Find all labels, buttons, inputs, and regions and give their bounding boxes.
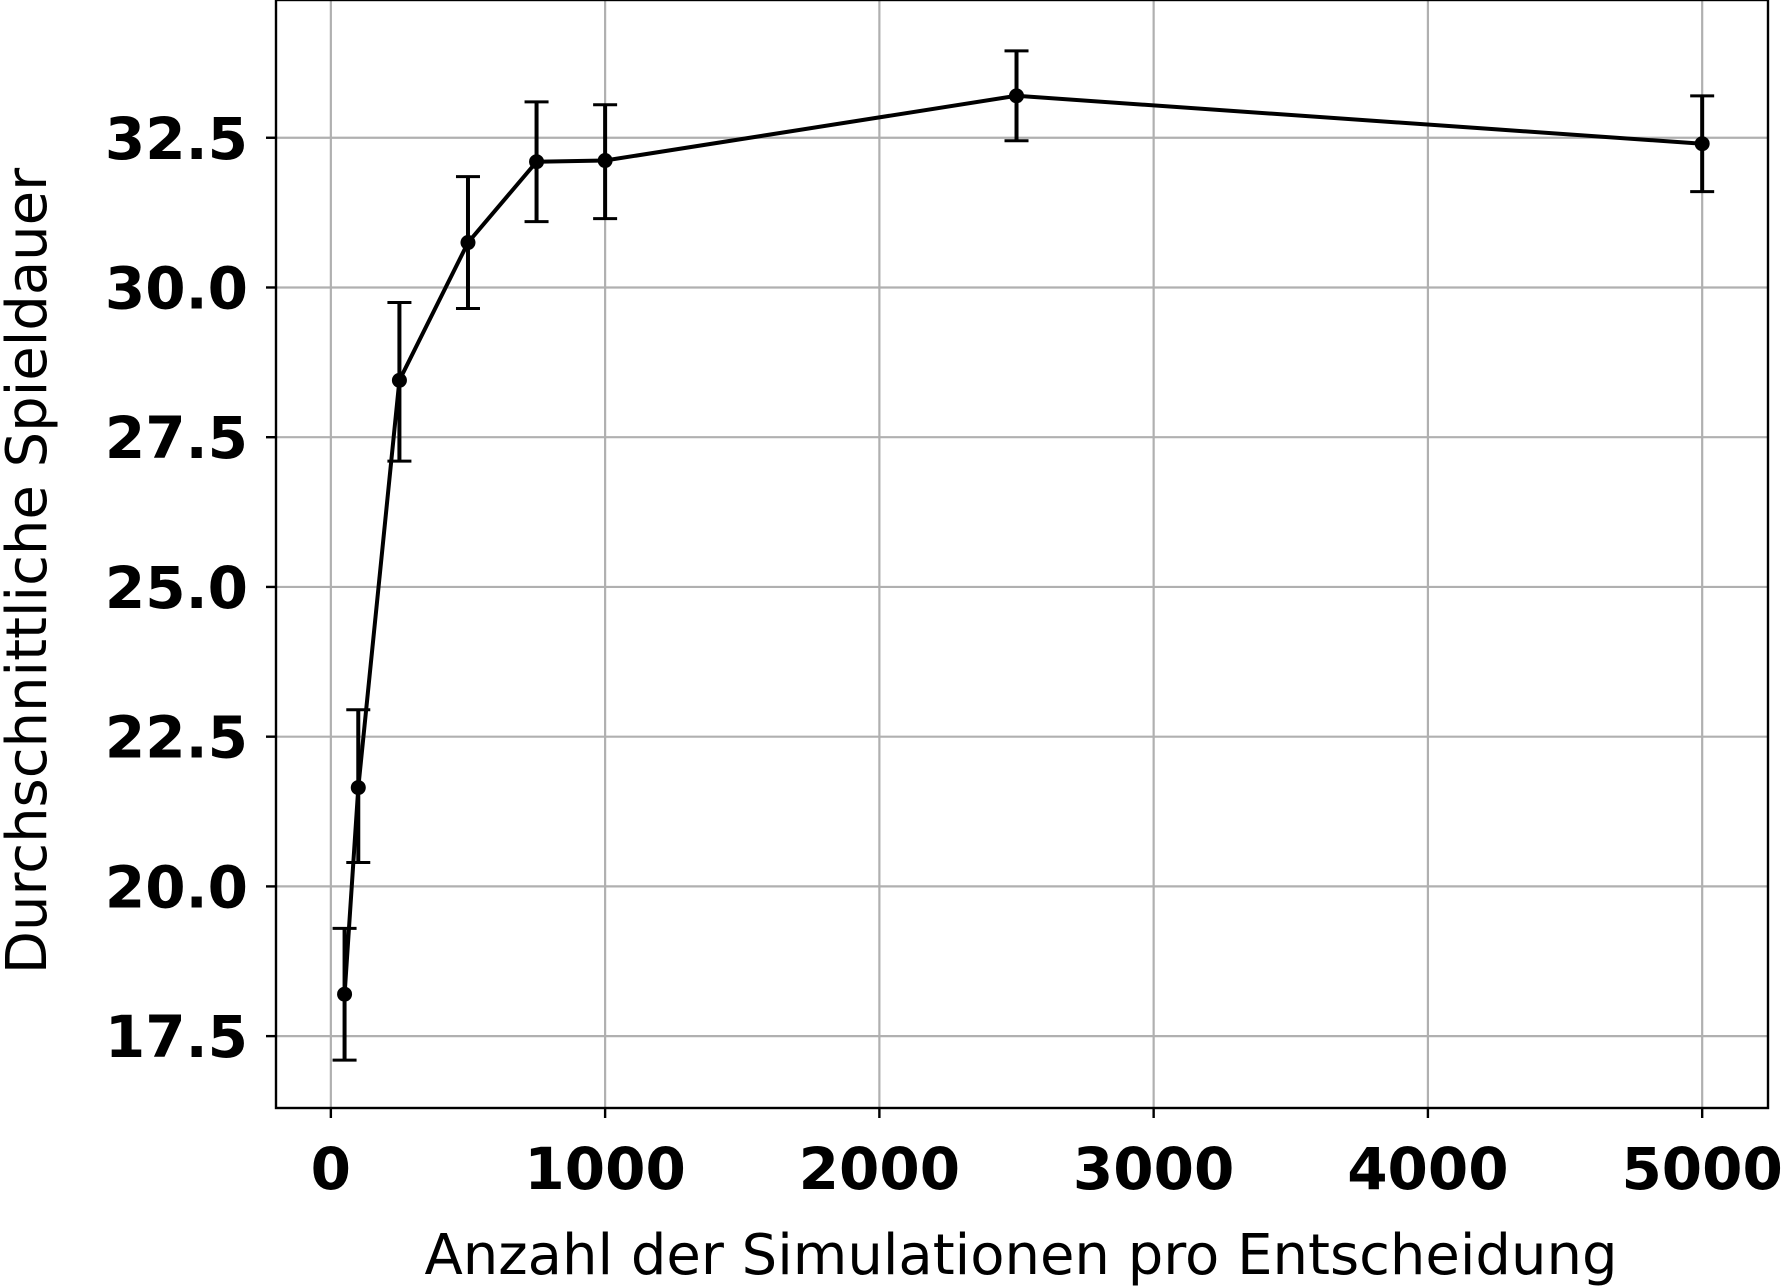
y-tick-label: 17.5 — [105, 1003, 248, 1071]
data-series — [332, 49, 1715, 1062]
y-tick-label: 32.5 — [105, 105, 248, 173]
series-line — [342, 93, 1703, 995]
y-axis-label: Durchschnittliche Spieldauer — [0, 167, 60, 974]
data-point — [391, 372, 407, 388]
x-tick-label: 0 — [311, 1135, 351, 1203]
x-axis-label: Anzahl der Simulationen pro Entscheidung — [424, 1223, 1617, 1286]
data-point — [1694, 136, 1710, 152]
data-point — [1009, 88, 1025, 104]
data-point — [529, 154, 545, 170]
x-axis-ticks: 0 1000 2000 3000 4000 5000 — [311, 1108, 1783, 1203]
x-tick-label: 1000 — [524, 1135, 685, 1203]
y-tick-label: 20.0 — [105, 853, 248, 921]
x-tick-label: 3000 — [1073, 1135, 1234, 1203]
x-tick-label: 2000 — [799, 1135, 960, 1203]
plot-frame — [274, 0, 1770, 1110]
y-tick-label: 22.5 — [105, 704, 248, 772]
data-point — [350, 780, 366, 796]
y-tick-label: 27.5 — [105, 404, 248, 472]
data-point — [597, 153, 613, 169]
y-tick-label: 25.0 — [105, 554, 248, 622]
x-tick-label: 4000 — [1347, 1135, 1508, 1203]
data-point — [337, 986, 353, 1002]
x-tick-label: 5000 — [1621, 1135, 1782, 1203]
y-axis-ticks: 17.5 20.0 22.5 25.0 27.5 30.0 32.5 — [105, 105, 276, 1071]
data-point — [460, 235, 476, 251]
y-tick-label: 30.0 — [105, 254, 248, 322]
grid — [276, 0, 1768, 1108]
